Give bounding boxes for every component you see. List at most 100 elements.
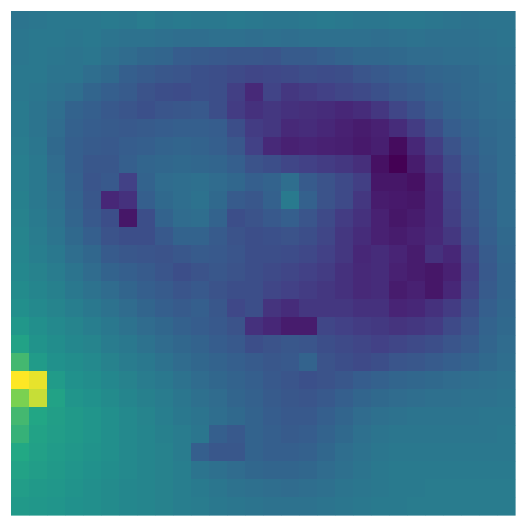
heatmap-cell bbox=[47, 29, 66, 48]
heatmap-cell bbox=[245, 389, 264, 408]
heatmap-cell bbox=[245, 497, 264, 516]
heatmap-cell bbox=[263, 443, 282, 462]
heatmap-cell bbox=[101, 497, 120, 516]
heatmap-cell bbox=[281, 443, 300, 462]
heatmap-cell bbox=[479, 263, 498, 282]
heatmap-cell bbox=[65, 245, 84, 264]
heatmap-cell bbox=[11, 371, 30, 390]
heatmap-cell bbox=[317, 47, 336, 66]
heatmap-cell bbox=[281, 371, 300, 390]
heatmap-cell bbox=[425, 137, 444, 156]
heatmap-cell bbox=[29, 263, 48, 282]
heatmap-cell bbox=[389, 281, 408, 300]
heatmap-cell bbox=[29, 425, 48, 444]
heatmap-cell bbox=[479, 389, 498, 408]
heatmap-cell bbox=[299, 317, 318, 336]
heatmap-cell bbox=[497, 407, 516, 426]
heatmap-cell bbox=[245, 83, 264, 102]
heatmap-cell bbox=[245, 155, 264, 174]
heatmap-cell bbox=[497, 317, 516, 336]
heatmap-cell bbox=[11, 83, 30, 102]
heatmap-cell bbox=[227, 425, 246, 444]
heatmap-cell bbox=[353, 191, 372, 210]
heatmap-cell bbox=[479, 83, 498, 102]
heatmap-cell bbox=[191, 389, 210, 408]
heatmap-cell bbox=[11, 281, 30, 300]
heatmap-cell bbox=[443, 191, 462, 210]
heatmap-cell bbox=[317, 497, 336, 516]
heatmap-cell bbox=[119, 47, 138, 66]
heatmap-cell bbox=[335, 155, 354, 174]
heatmap-cell bbox=[443, 101, 462, 120]
heatmap-cell bbox=[227, 317, 246, 336]
heatmap-cell bbox=[317, 461, 336, 480]
heatmap-cell bbox=[461, 155, 480, 174]
heatmap-cell bbox=[29, 11, 48, 30]
heatmap-cell bbox=[155, 47, 174, 66]
heatmap-cell bbox=[29, 335, 48, 354]
heatmap-cell bbox=[497, 353, 516, 372]
heatmap-cell bbox=[443, 425, 462, 444]
heatmap-cell bbox=[119, 101, 138, 120]
heatmap-cell bbox=[389, 83, 408, 102]
heatmap-cell bbox=[227, 101, 246, 120]
heatmap-cell bbox=[11, 47, 30, 66]
heatmap-cell bbox=[461, 299, 480, 318]
heatmap-cell bbox=[497, 119, 516, 138]
heatmap-cell bbox=[83, 317, 102, 336]
heatmap-cell bbox=[155, 425, 174, 444]
heatmap-cell bbox=[425, 11, 444, 30]
heatmap-cell bbox=[83, 497, 102, 516]
heatmap-cell bbox=[497, 425, 516, 444]
heatmap-cell bbox=[497, 281, 516, 300]
heatmap-cell bbox=[263, 65, 282, 84]
heatmap-cell bbox=[29, 353, 48, 372]
heatmap-cell bbox=[353, 461, 372, 480]
heatmap-cell bbox=[335, 371, 354, 390]
heatmap-cell bbox=[263, 353, 282, 372]
heatmap-cell bbox=[101, 119, 120, 138]
heatmap-cell bbox=[371, 47, 390, 66]
heatmap-cell bbox=[155, 461, 174, 480]
heatmap-cell bbox=[11, 263, 30, 282]
heatmap-cell bbox=[65, 281, 84, 300]
heatmap-cell bbox=[65, 371, 84, 390]
heatmap-cell bbox=[65, 407, 84, 426]
heatmap-cell bbox=[83, 425, 102, 444]
heatmap-cell bbox=[209, 425, 228, 444]
heatmap-cell bbox=[245, 101, 264, 120]
heatmap-cell bbox=[209, 281, 228, 300]
heatmap-cell bbox=[281, 299, 300, 318]
heatmap-cell bbox=[29, 83, 48, 102]
heatmap-cell bbox=[83, 407, 102, 426]
heatmap-cell bbox=[353, 155, 372, 174]
heatmap-cell bbox=[191, 461, 210, 480]
heatmap-cell bbox=[137, 317, 156, 336]
heatmap-cell bbox=[29, 29, 48, 48]
heatmap-cell bbox=[83, 335, 102, 354]
heatmap-cell bbox=[119, 29, 138, 48]
heatmap-cell bbox=[47, 407, 66, 426]
heatmap-cell bbox=[155, 443, 174, 462]
heatmap-cell bbox=[425, 317, 444, 336]
heatmap-cell bbox=[119, 227, 138, 246]
heatmap-cell bbox=[317, 155, 336, 174]
heatmap-cell bbox=[443, 479, 462, 498]
heatmap-cell bbox=[155, 479, 174, 498]
heatmap-cell bbox=[29, 407, 48, 426]
heatmap-cell bbox=[353, 119, 372, 138]
heatmap-cell bbox=[389, 137, 408, 156]
heatmap-cell bbox=[227, 191, 246, 210]
heatmap-cell bbox=[227, 479, 246, 498]
heatmap-cell bbox=[389, 245, 408, 264]
heatmap-cell bbox=[191, 299, 210, 318]
heatmap-cell bbox=[101, 227, 120, 246]
heatmap-cell bbox=[65, 101, 84, 120]
heatmap-cell bbox=[407, 245, 426, 264]
heatmap-cell bbox=[137, 371, 156, 390]
heatmap-cell bbox=[47, 11, 66, 30]
heatmap-cell bbox=[29, 461, 48, 480]
heatmap-cell bbox=[443, 317, 462, 336]
heatmap-cell bbox=[461, 443, 480, 462]
heatmap-cell bbox=[371, 497, 390, 516]
